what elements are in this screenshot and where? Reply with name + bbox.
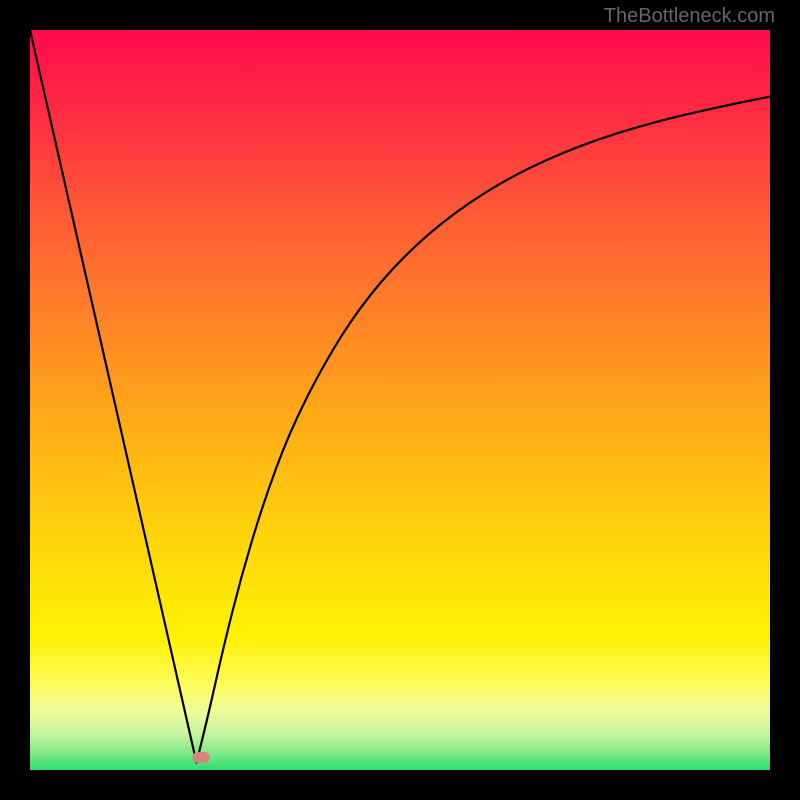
bottleneck-chart <box>30 30 770 770</box>
minimum-marker <box>192 752 209 763</box>
watermark-text: TheBottleneck.com <box>604 5 775 28</box>
gradient-background <box>30 30 770 770</box>
